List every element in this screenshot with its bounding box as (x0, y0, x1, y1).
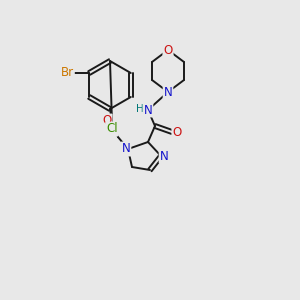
Text: N: N (160, 149, 168, 163)
Text: O: O (164, 44, 172, 56)
Text: N: N (164, 85, 172, 98)
Text: N: N (144, 103, 152, 116)
Text: Br: Br (61, 67, 74, 80)
Text: O: O (102, 115, 112, 128)
Text: O: O (172, 125, 182, 139)
Text: N: N (122, 142, 130, 155)
Text: H: H (136, 104, 144, 114)
Text: Cl: Cl (106, 122, 118, 136)
